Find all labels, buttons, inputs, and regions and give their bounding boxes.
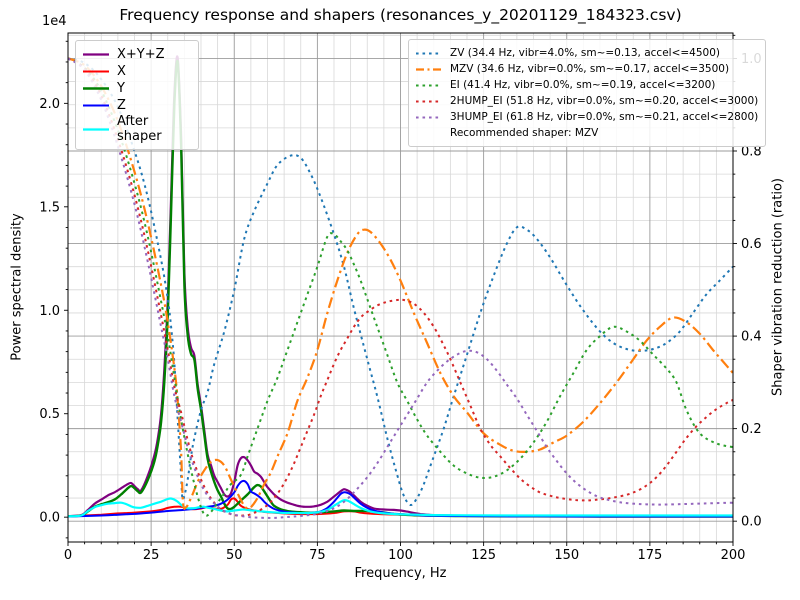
tick-labels: 0 25 50 75 100 125 150 175 200 0.0 0.5 1.0 1.5 2.0 0.0… xyxy=(39,52,761,563)
left-y-axis-label: Power spectral density xyxy=(9,213,25,361)
legend-line-3hump-ei xyxy=(416,116,442,118)
legend-item-z: Z xyxy=(83,97,191,114)
legend-item-ei: EI (41.4 Hz, vibr=0.0%, sm~=0.19, accel<… xyxy=(416,77,758,93)
legend-label: ZV (34.4 Hz, vibr=4.0%, sm~=0.13, accel<… xyxy=(450,47,720,59)
x-tick-label: 0 xyxy=(64,548,72,563)
legend-line-ei xyxy=(416,84,442,86)
legend-item-2hump-ei: 2HUMP_EI (51.8 Hz, vibr=0.0%, sm~=0.20, … xyxy=(416,93,758,109)
y-axis-offset-label: 1e4 xyxy=(42,14,67,29)
x-tick-label: 175 xyxy=(637,548,662,563)
right-y-tick-label: 0.2 xyxy=(741,422,762,437)
right-y-tick-label: 0.4 xyxy=(741,330,762,345)
legend-line-2hump-ei xyxy=(416,100,442,102)
legend-label: Y xyxy=(117,81,125,96)
legend-line-x xyxy=(83,70,109,73)
x-tick-label: 25 xyxy=(143,548,160,563)
curve-mzv xyxy=(68,57,733,510)
x-tick-label: 100 xyxy=(388,548,413,563)
curve-2hump-ei xyxy=(68,57,733,517)
left-y-tick-label: 1.5 xyxy=(39,200,60,215)
legend-item-mzv: MZV (34.6 Hz, vibr=0.0%, sm~=0.17, accel… xyxy=(416,61,758,77)
x-tick-label: 200 xyxy=(721,548,746,563)
legend-label: Z xyxy=(117,98,126,113)
legend-label: After shaper xyxy=(117,114,162,144)
recommended-shaper-text: Recommended shaper: MZV xyxy=(450,127,599,139)
legend-item-x: X xyxy=(83,63,191,80)
legend-item-after-shaper: After shaper xyxy=(83,114,191,144)
x-tick-label: 50 xyxy=(226,548,243,563)
chart-title: Frequency response and shapers (resonanc… xyxy=(119,6,682,24)
right-y-tick-label: 0.0 xyxy=(741,515,762,530)
legend-label: X+Y+Z xyxy=(117,47,165,62)
legend-item-recommended: Recommended shaper: MZV xyxy=(416,125,758,141)
right-y-tick-label: 0.6 xyxy=(741,237,762,252)
x-tick-label: 150 xyxy=(554,548,579,563)
legend-label: X xyxy=(117,64,126,79)
curve-ei xyxy=(68,57,733,517)
legend-item-zv: ZV (34.4 Hz, vibr=4.0%, sm~=0.13, accel<… xyxy=(416,45,758,61)
legend-line-zv xyxy=(416,52,442,54)
left-y-tick-label: 0.0 xyxy=(39,511,60,526)
right-y-axis-label: Shaper vibration reduction (ratio) xyxy=(770,178,786,396)
curve-y xyxy=(68,59,733,518)
legend-item-y: Y xyxy=(83,80,191,97)
legend-line-after-shaper xyxy=(83,127,109,131)
x-axis-label: Frequency, Hz xyxy=(354,566,447,581)
left-y-tick-label: 0.5 xyxy=(39,407,60,422)
curve-zv xyxy=(68,57,733,506)
legend-item-3hump-ei: 3HUMP_EI (61.8 Hz, vibr=0.0%, sm~=0.21, … xyxy=(416,109,758,125)
legend-label: 3HUMP_EI (61.8 Hz, vibr=0.0%, sm~=0.21, … xyxy=(450,111,759,123)
x-tick-label: 125 xyxy=(471,548,496,563)
legend-label: MZV (34.6 Hz, vibr=0.0%, sm~=0.17, accel… xyxy=(450,63,730,75)
left-y-tick-label: 1.0 xyxy=(39,304,60,319)
left-y-tick-label: 2.0 xyxy=(39,97,60,112)
legend-shapers: ZV (34.4 Hz, vibr=4.0%, sm~=0.13, accel<… xyxy=(408,39,767,147)
legend-label: EI (41.4 Hz, vibr=0.0%, sm~=0.19, accel<… xyxy=(450,79,716,91)
legend-item-xyz: X+Y+Z xyxy=(83,46,191,63)
legend-line-mzv xyxy=(416,67,442,71)
legend-psd: X+Y+Z X Y Z After shaper xyxy=(75,40,199,150)
right-y-tick-label: 0.8 xyxy=(741,144,762,159)
curve-after-shaper xyxy=(68,497,733,518)
curve-3hump-ei xyxy=(68,57,733,519)
x-tick-label: 75 xyxy=(309,548,326,563)
legend-line-xyz xyxy=(83,53,109,56)
legend-line-y xyxy=(83,87,109,90)
legend-line-z xyxy=(83,104,109,107)
legend-label: 2HUMP_EI (51.8 Hz, vibr=0.0%, sm~=0.20, … xyxy=(450,95,759,107)
